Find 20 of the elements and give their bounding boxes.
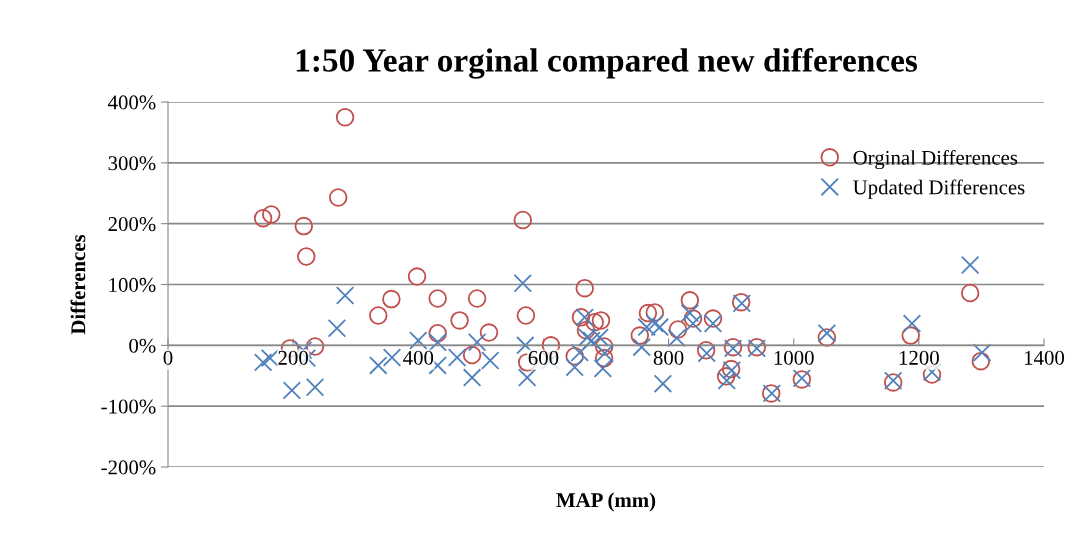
x-tick-label: 800 [653,350,684,365]
y-tick-label: -200% [101,460,156,475]
y-tick-label: 300% [108,156,156,171]
y-tick-label: 100% [109,277,156,292]
x-axis-title: MAP (mm) [556,492,656,512]
legend-label: Updated Differences [853,179,1025,199]
y-tick-label: -100% [101,399,156,414]
y-tick-label: 200% [108,217,156,232]
x-tick-label: 400 [403,350,434,365]
x-tick-label: 200 [278,350,308,365]
chart-title: 1:50 Year orginal compared new differences [296,47,918,79]
legend-label: Orginal Differences [853,149,1018,170]
y-tick-label: 400% [108,95,156,110]
x-tick-label: 600 [528,350,559,365]
x-tick-label: 1000 [774,350,814,365]
x-tick-label: 1200 [899,350,939,365]
y-axis-title: Differences [70,234,86,335]
x-tick-label: 1400 [1025,350,1065,365]
y-tick-label: 0% [129,338,156,353]
x-tick-label: 0 [163,350,173,365]
